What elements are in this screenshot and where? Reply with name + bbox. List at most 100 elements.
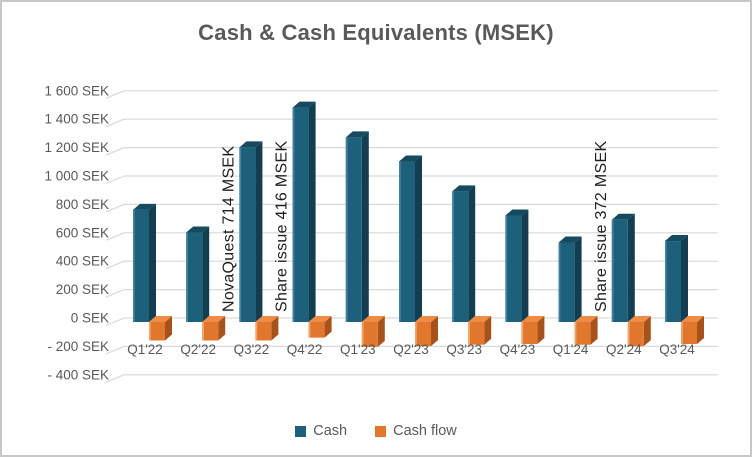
cash-bar-highlight <box>558 242 561 322</box>
y-axis-tick-label: 200 SEK <box>56 282 109 297</box>
cash-flow-bar-top <box>149 316 172 322</box>
cash-bar-top <box>292 101 316 108</box>
y-axis-tick-label: 800 SEK <box>56 197 109 212</box>
cash-bar-side <box>149 203 156 322</box>
cash-flow-bar-highlight <box>468 322 470 345</box>
gridline-bevel <box>105 147 125 156</box>
cash-flow-bar-side <box>165 316 172 341</box>
cash-bar-side <box>255 141 263 322</box>
cash-flow-bar-highlight <box>627 322 630 347</box>
legend-swatch-icon <box>295 425 307 437</box>
cash-bar-highlight <box>665 241 667 322</box>
cash-bar-side <box>202 226 210 322</box>
cash-flow-bar-highlight <box>308 322 311 338</box>
cash-flow-bar-top <box>415 316 438 322</box>
gridline-bevel <box>105 232 125 241</box>
y-axis-tick-label: 1 600 SEK <box>44 83 109 98</box>
x-axis-category-label: Q4'23 <box>500 342 536 357</box>
cash-flow-bar-top <box>681 316 704 322</box>
chart-title: Cash & Cash Equivalents (MSEK) <box>198 20 554 45</box>
cash-bar <box>611 219 628 322</box>
cash-flow-bar-side <box>484 316 492 345</box>
cash-flow-bar-top <box>627 316 651 322</box>
legend-label: Cash <box>313 423 348 439</box>
legend-swatch-icon <box>375 425 387 437</box>
cash-flow-bar <box>574 322 591 345</box>
cash-bar-top <box>558 236 582 243</box>
cash-bar-side <box>681 235 688 322</box>
cash-bar <box>239 147 256 322</box>
cash-flow-bar-top <box>202 316 226 322</box>
cash-flow-bar-side <box>431 316 438 347</box>
cash-flow-bar-highlight <box>149 322 151 341</box>
annotation-label: Share issue 416 MSEK <box>274 141 291 312</box>
cash-bar <box>399 161 415 322</box>
cash-bar <box>452 191 469 322</box>
y-axis-tick-label: - 200 SEK <box>47 339 109 354</box>
y-axis-tick-label: 0 SEK <box>71 311 109 326</box>
cash-bar-side <box>521 209 529 322</box>
x-axis-category-label: Q4'22 <box>287 342 323 357</box>
cash-bar-highlight <box>292 107 295 322</box>
cash-bar <box>665 241 681 322</box>
gridline-bevel <box>105 374 125 383</box>
cash-bar-side <box>574 236 582 322</box>
cash-flow-bar-side <box>324 316 332 338</box>
y-axis-tick-label: 1 200 SEK <box>44 140 109 155</box>
gridline-bevel <box>105 317 125 327</box>
cash-flow-bar-top <box>361 316 385 322</box>
cash-flow-bar <box>415 322 431 347</box>
y-axis-tick-label: 400 SEK <box>56 254 109 269</box>
cash-bar-top <box>345 131 369 138</box>
cash-bar-top <box>239 141 263 148</box>
cash-flow-bar-side <box>218 316 226 341</box>
x-axis-category-label: Q3'22 <box>234 342 270 357</box>
cash-bar-side <box>361 131 369 322</box>
x-axis-category-label: Q3'24 <box>659 342 695 357</box>
cash-flow-bar-highlight <box>255 322 258 341</box>
y-axis-tick-label: 600 SEK <box>56 225 109 240</box>
cash-bar <box>186 232 203 322</box>
cash-flow-bar-side <box>377 316 385 347</box>
cash-flow-bar-top <box>308 316 332 322</box>
cash-flow-bar-highlight <box>415 322 417 347</box>
legend-item: Cash flow <box>375 423 457 439</box>
legend-item: Cash <box>295 423 347 439</box>
cash-flow-bar <box>308 322 325 338</box>
cash-flow-bar <box>681 322 697 345</box>
cash-bar-side <box>308 101 316 322</box>
cash-flow-bar-top <box>255 316 279 322</box>
cash-bar-side <box>415 155 422 322</box>
cash-flow-bar-highlight <box>521 322 524 345</box>
y-axis-tick-label: - 400 SEK <box>47 367 109 382</box>
cash-bar-side <box>627 213 635 322</box>
cash-bar-top <box>186 226 210 233</box>
legend: Cash Cash flow <box>2 423 750 439</box>
cash-bar-highlight <box>611 219 614 322</box>
cash-bar-highlight <box>239 147 242 322</box>
cash-flow-bar-side <box>643 316 651 347</box>
cash-bar-top <box>452 185 476 192</box>
cash-bar-highlight <box>505 215 508 322</box>
cash-flow-bar-highlight <box>361 322 364 347</box>
cash-flow-bar-top <box>468 316 492 322</box>
cash-flow-bar-top <box>574 316 598 322</box>
gridline-bevel <box>105 289 125 298</box>
cash-flow-bar-side <box>537 316 545 345</box>
cash-flow-bar-highlight <box>574 322 577 345</box>
cash-bar-top <box>133 203 156 210</box>
annotation-label: Share issue 372 MSEK <box>593 141 610 312</box>
cash-flow-bar <box>149 322 165 341</box>
x-axis-category-label: Q2'23 <box>393 342 429 357</box>
gridline-bevel <box>105 345 125 355</box>
cash-bar <box>558 242 575 322</box>
legend-label: Cash flow <box>393 423 457 439</box>
x-axis-category-label: Q1'23 <box>340 342 376 357</box>
gridline-bevel <box>105 203 125 213</box>
cash-bar-highlight <box>399 161 401 322</box>
cash-bar-highlight <box>133 209 135 322</box>
cash-bar <box>345 137 362 322</box>
cash-bar-top <box>399 155 422 162</box>
